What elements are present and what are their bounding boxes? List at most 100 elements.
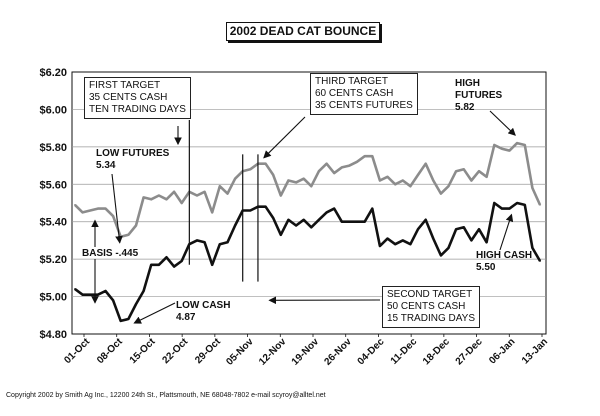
cash-data-point — [508, 207, 511, 210]
cash-data-point — [218, 243, 221, 246]
futures-data-point — [333, 172, 336, 174]
x-tick-label: 18-Dec — [421, 336, 452, 367]
x-tick-label: 04-Dec — [356, 336, 387, 367]
futures-data-point — [96, 207, 99, 210]
second-target-line: 50 CENTS CASH — [387, 301, 466, 312]
cash-data-point — [485, 241, 488, 244]
x-tick-label: 29-Oct — [193, 336, 223, 366]
futures-data-point — [523, 144, 526, 146]
cash-data-point — [470, 239, 473, 242]
chart-title: 2002 DEAD CAT BOUNCE — [226, 22, 380, 41]
futures-data-point — [379, 179, 381, 182]
high-futures-line: FUTURES — [455, 90, 503, 101]
cash-data-point — [440, 254, 442, 257]
futures-series-line — [74, 141, 542, 238]
cash-data-point — [74, 288, 76, 290]
low-futures-label: LOW FUTURES 5.34 — [96, 148, 169, 172]
futures-data-point — [340, 166, 343, 169]
third-target-line: 60 CENTS CASH — [315, 88, 394, 99]
second-target-line: 15 TRADING DAYS — [387, 313, 475, 324]
first-target-box: FIRST TARGET 35 CENTS CASH TEN TRADING D… — [84, 77, 191, 119]
x-tick-label: 06-Jan — [487, 336, 517, 366]
futures-data-point — [226, 192, 229, 195]
futures-data-point — [287, 179, 290, 182]
high-futures-arrow — [489, 110, 516, 136]
x-tick-label: 27-Dec — [454, 336, 485, 367]
futures-data-point — [104, 207, 107, 210]
high-cash-arrow — [499, 213, 514, 251]
third-target-box: THIRD TARGET 60 CENTS CASH 35 CENTS FUTU… — [310, 73, 418, 115]
cash-data-point — [371, 207, 374, 210]
x-tick-label: 11-Dec — [389, 336, 420, 367]
high-futures-line: 5.82 — [455, 102, 475, 113]
futures-data-point — [272, 174, 275, 176]
futures-data-point — [150, 198, 153, 201]
cash-data-point — [379, 245, 381, 247]
futures-data-point — [470, 179, 473, 182]
y-tick-label: $5.40 — [39, 217, 67, 229]
cash-data-point — [531, 247, 534, 249]
futures-data-point — [356, 160, 358, 163]
cash-data-point — [348, 220, 351, 223]
cash-data-point — [417, 228, 419, 231]
first-target-line: FIRST TARGET — [89, 80, 161, 91]
futures-data-point — [401, 179, 404, 182]
futures-data-point — [462, 168, 465, 171]
futures-data-point — [112, 215, 115, 218]
y-tick-label: $5.00 — [39, 292, 67, 304]
low-futures-line: 5.34 — [96, 160, 116, 171]
futures-data-point — [371, 155, 374, 158]
cash-data-point — [356, 220, 358, 223]
cash-data-point — [302, 218, 305, 221]
futures-data-point — [500, 147, 503, 150]
cash-data-point — [135, 303, 137, 305]
cash-data-point — [119, 320, 122, 322]
cash-data-point — [478, 228, 480, 231]
futures-data-point — [180, 202, 183, 204]
futures-data-point — [394, 183, 397, 186]
cash-data-point — [462, 226, 465, 229]
plot-area — [71, 71, 547, 335]
cash-data-point — [447, 247, 450, 249]
cash-data-point — [203, 241, 206, 244]
cash-data-point — [150, 263, 153, 266]
cash-data-point — [249, 209, 252, 212]
cash-data-point — [295, 224, 297, 227]
futures-data-point — [478, 170, 480, 173]
second-target-box: SECOND TARGET 50 CENTS CASH 15 TRADING D… — [382, 286, 480, 328]
futures-data-point — [234, 177, 236, 180]
cash-data-point — [226, 241, 229, 244]
futures-data-point — [363, 155, 366, 158]
x-tick-label: 05-Nov — [224, 336, 256, 368]
futures-data-point — [211, 211, 214, 214]
first-target-line: 35 CENTS CASH — [89, 92, 168, 103]
futures-data-point — [424, 162, 427, 165]
futures-data-point — [539, 203, 541, 206]
futures-data-point — [119, 235, 122, 238]
cash-data-point — [196, 239, 198, 242]
cash-data-point — [264, 205, 267, 208]
cash-data-point — [127, 318, 130, 320]
futures-data-point — [302, 177, 305, 180]
cash-data-point — [81, 293, 84, 296]
y-tick-label: $4.80 — [39, 329, 67, 341]
futures-data-point — [348, 164, 351, 167]
futures-data-point — [165, 198, 168, 201]
cash-data-point — [279, 233, 282, 236]
futures-data-point — [508, 149, 511, 152]
cash-data-point — [272, 217, 275, 219]
futures-data-point — [218, 185, 221, 188]
high-cash-line: 5.50 — [476, 262, 496, 273]
futures-data-point — [485, 175, 488, 178]
cash-data-point — [386, 237, 389, 240]
futures-data-point — [249, 168, 252, 171]
cash-data-point — [180, 260, 183, 262]
second-target-line: SECOND TARGET — [387, 289, 473, 300]
futures-data-point — [516, 142, 519, 145]
futures-data-point — [81, 211, 84, 214]
basis-label: BASIS -.445 — [82, 248, 139, 259]
low-cash-label: LOW CASH 4.87 — [176, 300, 230, 324]
x-tick-label: 15-Oct — [128, 336, 158, 366]
cash-series-line — [74, 201, 542, 323]
